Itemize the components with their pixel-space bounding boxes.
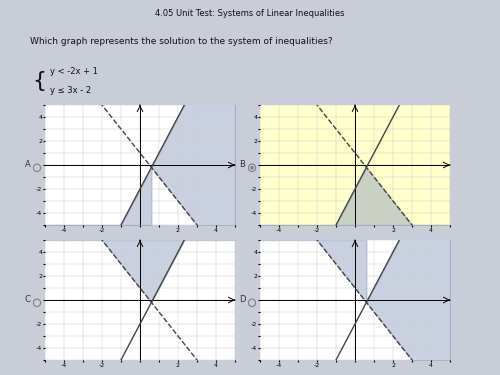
- Text: D: D: [240, 296, 246, 304]
- Text: C: C: [24, 296, 30, 304]
- Text: B: B: [240, 160, 246, 170]
- Text: y ≤ 3x - 2: y ≤ 3x - 2: [50, 86, 91, 95]
- Text: {: {: [32, 71, 46, 91]
- Text: A: A: [24, 160, 30, 170]
- Circle shape: [250, 166, 254, 170]
- Text: y < -2x + 1: y < -2x + 1: [50, 68, 98, 76]
- Text: Which graph represents the solution to the system of inequalities?: Which graph represents the solution to t…: [30, 38, 332, 46]
- Text: 4.05 Unit Test: Systems of Linear Inequalities: 4.05 Unit Test: Systems of Linear Inequa…: [155, 9, 345, 18]
